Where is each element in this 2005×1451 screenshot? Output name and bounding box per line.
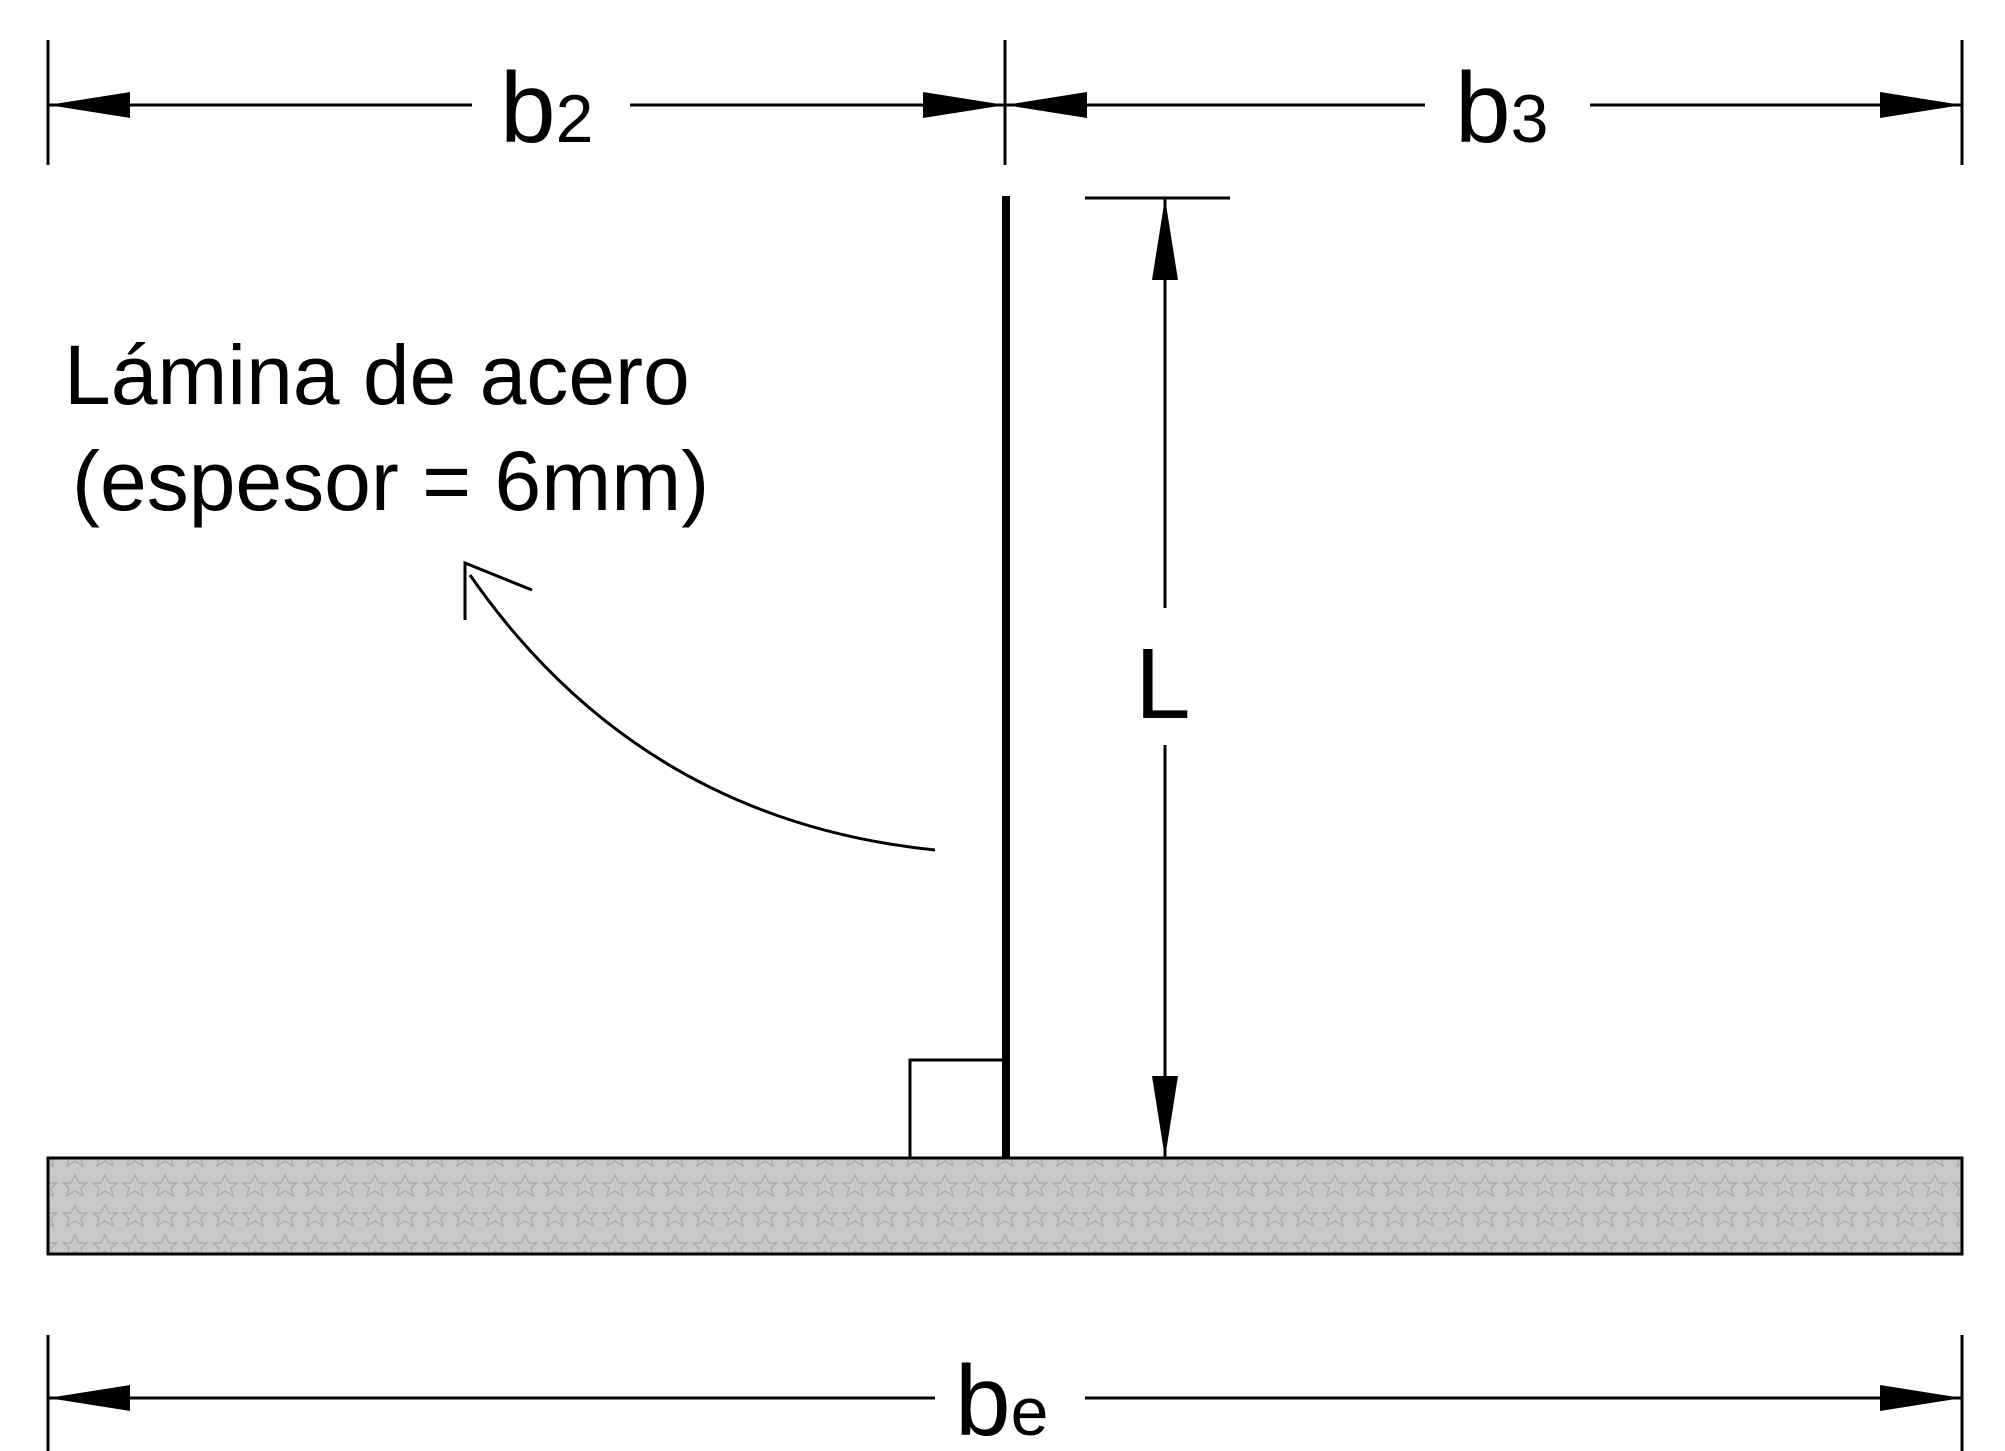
dimension-b2-b3: b2 b3 (46, 40, 1964, 165)
be-arrow-left (48, 1385, 130, 1411)
right-angle-marker (908, 1058, 1006, 1158)
b2-label-main: b (500, 52, 556, 164)
b3-label-main: b (1455, 52, 1511, 164)
b3-label: b3 (1455, 52, 1548, 164)
b2-label: b2 (500, 52, 593, 164)
dimension-be: be (46, 1335, 1964, 1451)
be-label-main: b (955, 1345, 1011, 1451)
b2-arrow-left (48, 92, 130, 118)
be-label: be (955, 1345, 1048, 1451)
plate-callout: Lámina de acero (espesor = 6mm) (64, 328, 936, 852)
b3-arrow-left (1005, 92, 1087, 118)
be-arrow-right (1880, 1385, 1962, 1411)
leader-curve (468, 574, 936, 852)
b3-label-sub: 3 (1511, 81, 1549, 157)
b3-arrow-right (1880, 92, 1962, 118)
leader-arrowhead (463, 560, 533, 620)
be-label-sub: e (1011, 1374, 1049, 1450)
plate-label-line1: Lámina de acero (64, 328, 690, 422)
L-arrow-bottom (1152, 1076, 1178, 1158)
concrete-slab (46, 1156, 1964, 1256)
dimension-L: L (1085, 196, 1230, 1158)
L-label: L (1135, 628, 1191, 740)
b2-arrow-right (923, 92, 1005, 118)
plate-label-line2: (espesor = 6mm) (72, 434, 709, 528)
b2-label-sub: 2 (556, 81, 594, 157)
L-arrow-top (1152, 198, 1178, 280)
